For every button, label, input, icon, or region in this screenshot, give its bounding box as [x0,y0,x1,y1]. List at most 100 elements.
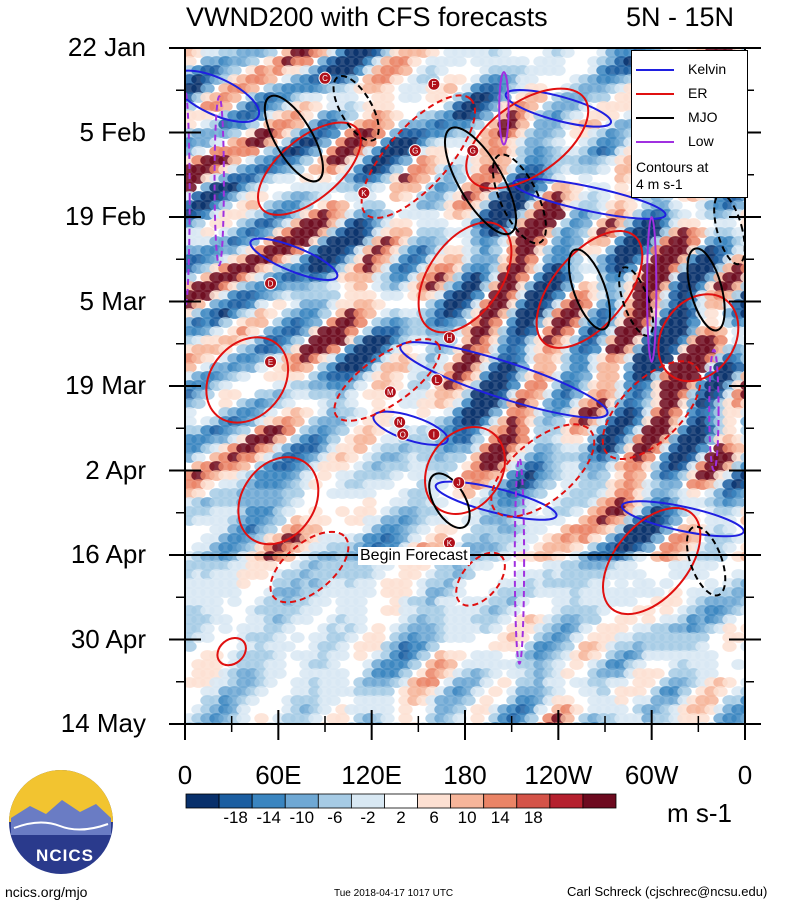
heatmap-cell [344,398,359,409]
heatmap-cell [218,623,233,634]
heatmap-cell [740,353,745,364]
colorbar-swatch [549,793,584,809]
heatmap-cell [461,695,476,706]
colorbar-swatch [384,793,418,809]
heatmap-cell [614,182,629,193]
heatmap-cell [488,245,503,256]
legend-item-mjo: MJO [636,109,718,127]
colorbar-swatch [251,793,286,809]
cyclone-marker: N [393,415,407,429]
heatmap-cell [740,641,745,652]
heatmap-cell [740,398,745,409]
heatmap-cell [740,695,745,706]
colorbar-tick-label: 18 [523,808,543,827]
cyclone-marker: G [466,144,480,158]
heatmap-cell [389,470,404,481]
cyclone-marker-label: K [361,189,367,198]
heatmap-cell [371,182,386,193]
heatmap-cell [497,677,512,688]
heatmap-cell [326,128,341,139]
heatmap-cell [326,695,341,706]
heatmap-cell [578,218,593,229]
colorbar [185,793,617,809]
colorbar-tick-label: 2 [396,808,406,827]
heatmap-cell [389,371,404,382]
heatmap-cell [416,407,431,418]
legend-swatch [636,141,674,144]
x-tick-label: 120W [524,760,593,790]
colorbar-swatch [450,793,485,809]
colorbar-swatch [317,793,352,809]
heatmap-cell [587,245,602,256]
cyclone-marker: J [452,476,466,490]
heatmap-cell [470,686,485,697]
heatmap-cell [353,407,368,418]
heatmap-cell [389,290,404,301]
heatmap-cell [497,551,512,562]
heatmap-cell [596,92,611,103]
heatmap-cell [398,65,413,76]
heatmap-cell [479,677,494,688]
legend-swatch [636,69,674,72]
heatmap-cell [668,200,683,211]
heatmap-cell [722,542,737,553]
heatmap-cell [299,470,314,481]
heatmap-cell [452,587,467,598]
heatmap-cell [272,299,287,310]
logo-text: NCICS [36,846,94,865]
heatmap-cell [335,506,350,517]
heatmap-cell [344,452,359,463]
cyclone-marker-label: D [268,279,274,288]
legend-note-1: Contours at [636,159,709,175]
cyclone-marker-label: O [400,430,406,439]
heatmap-cell [659,578,674,589]
heatmap-cell [416,173,431,184]
heatmap-cell [380,479,395,490]
heatmap-cell [488,470,503,481]
heatmap-cell [650,533,665,544]
heatmap-cell [227,92,242,103]
y-tick-label: 14 May [60,708,146,738]
heatmap-cell [686,515,701,526]
heatmap-cell [569,254,584,265]
heatmap-cell [452,74,467,85]
heatmap-cell [740,479,745,490]
heatmap-cell [290,164,305,175]
heatmap-cell [569,236,584,247]
heatmap-cell [488,407,503,418]
heatmap-cell [371,299,386,310]
heatmap-cell [497,155,512,166]
legend-label: Kelvin [688,61,727,77]
heatmap-cell [425,641,440,652]
heatmap-cell [263,677,278,688]
heatmap-cell [299,362,314,373]
heatmap-cell [569,434,584,445]
heatmap-cell [515,596,530,607]
heatmap-cell [587,614,602,625]
heatmap-cell [713,326,728,337]
colorbar-tick-label: -10 [289,808,315,827]
heatmap-cell [740,605,745,616]
heatmap-cell [740,623,745,634]
heatmap-cell [578,173,593,184]
heatmap-cell [416,380,431,391]
heatmap-cell [362,434,377,445]
heatmap-cell [596,164,611,175]
heatmap-cell [290,371,305,382]
heatmap-cell [335,425,350,436]
heatmap-cell [632,551,647,562]
heatmap-cell [488,623,503,634]
legend-item-er: ER [636,85,707,103]
colorbar-tick-label: -14 [256,808,281,827]
heatmap-cell [425,48,440,58]
heatmap-cell [380,101,395,112]
heatmap-cell [218,218,233,229]
heatmap-cell [443,83,458,94]
heatmap-cell [308,317,323,328]
heatmap-cell [623,614,638,625]
heatmap-cell [731,362,745,373]
heatmap-cell [218,380,233,391]
heatmap-cell [227,128,242,139]
heatmap-cell [524,74,539,85]
heatmap-cell [452,317,467,328]
